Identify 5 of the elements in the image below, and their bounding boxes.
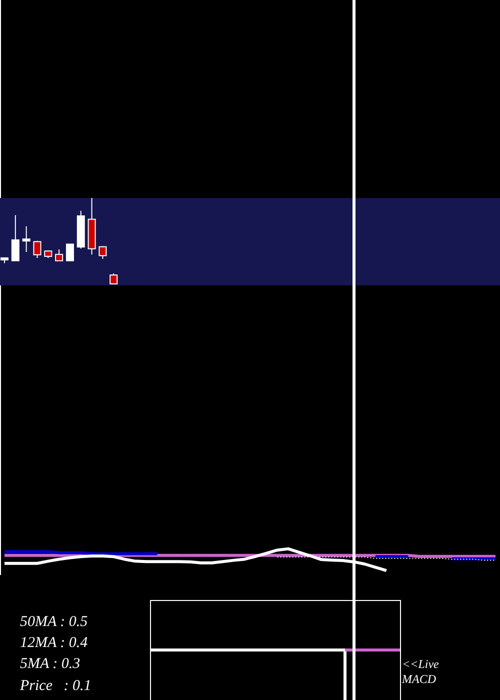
text: 5MA : 0.3 <box>20 655 80 673</box>
text: <<Live MACD <box>402 657 440 687</box>
text: 50MA : 0.5 <box>20 613 88 631</box>
text: 12MA : 0.4 <box>20 634 88 652</box>
text: Price : 0.1 <box>20 677 92 695</box>
